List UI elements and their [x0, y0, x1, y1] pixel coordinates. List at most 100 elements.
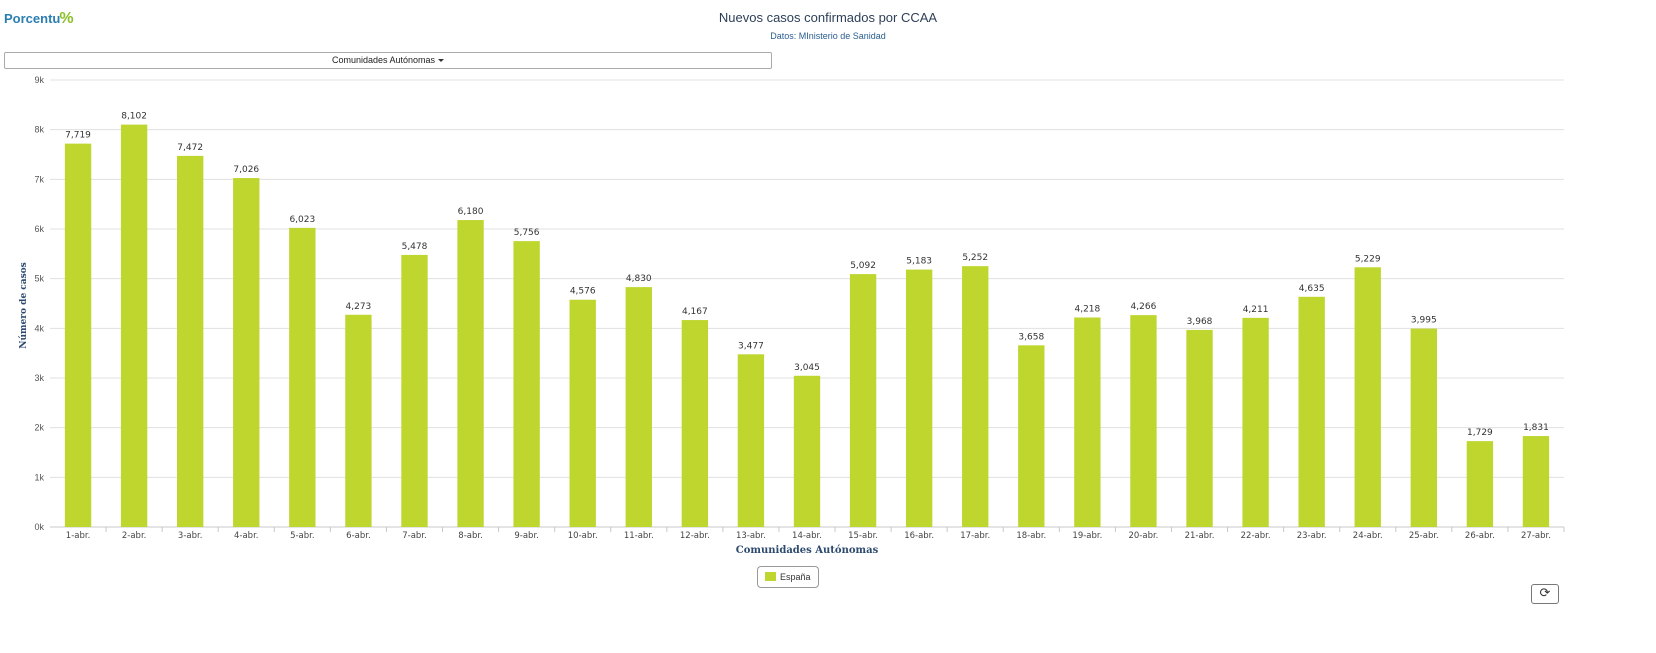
- logo-mark: %: [59, 10, 74, 27]
- x-tick-label: 7-abr.: [402, 531, 427, 541]
- x-tick-label: 15-abr.: [848, 531, 878, 541]
- data-label: 3,477: [738, 341, 764, 351]
- bar: [905, 269, 933, 527]
- logo: Porcentu%: [4, 10, 74, 28]
- data-label: 5,183: [906, 257, 932, 267]
- data-label: 4,167: [682, 307, 708, 317]
- bar: [345, 314, 372, 527]
- x-tick-label: 5-abr.: [290, 531, 315, 541]
- bar: [569, 299, 596, 527]
- y-tick-label: 7k: [34, 174, 44, 184]
- region-dropdown-label: Comunidades Autónomas: [331, 55, 436, 65]
- bar: [1130, 315, 1157, 527]
- x-tick-label: 10-abr.: [568, 531, 598, 541]
- bar: [1522, 436, 1550, 527]
- data-label: 5,252: [962, 253, 988, 263]
- bar: [962, 266, 989, 527]
- y-tick-label: 8k: [34, 125, 44, 135]
- data-label: 5,229: [1355, 254, 1381, 264]
- bar: [401, 254, 428, 527]
- bar: [849, 274, 877, 527]
- y-tick-label: 0k: [34, 522, 44, 532]
- bar: [513, 241, 540, 528]
- x-tick-label: 6-abr.: [346, 531, 371, 541]
- data-label: 5,092: [850, 261, 876, 271]
- region-dropdown[interactable]: Comunidades Autónomas: [4, 52, 772, 69]
- x-tick-label: 13-abr.: [736, 531, 766, 541]
- bar: [64, 143, 92, 528]
- data-label: 4,576: [570, 287, 596, 297]
- bar: [737, 354, 765, 527]
- data-label: 4,266: [1131, 302, 1157, 312]
- x-tick-label: 26-abr.: [1465, 531, 1495, 541]
- data-label: 8,102: [121, 112, 147, 122]
- y-tick-label: 2k: [34, 423, 44, 433]
- data-label: 7,719: [65, 131, 91, 141]
- bar: [1074, 317, 1101, 527]
- data-label: 7,026: [233, 165, 259, 175]
- logo-text: Porcentu: [4, 11, 61, 26]
- bar: [625, 287, 652, 527]
- bar: [120, 124, 148, 527]
- y-tick-label: 9k: [34, 75, 44, 85]
- legend-label: España: [780, 572, 811, 582]
- bar: [1298, 296, 1325, 527]
- x-tick-label: 23-abr.: [1297, 531, 1327, 541]
- refresh-button[interactable]: ⟳: [1531, 584, 1559, 604]
- data-label: 5,478: [402, 242, 428, 252]
- x-tick-label: 16-abr.: [904, 531, 934, 541]
- x-tick-label: 20-abr.: [1128, 531, 1158, 541]
- bar: [793, 375, 821, 527]
- legend-item-espana[interactable]: España: [757, 566, 819, 588]
- x-tick-label: 14-abr.: [792, 531, 822, 541]
- bar: [1186, 329, 1213, 527]
- x-tick-label: 17-abr.: [960, 531, 990, 541]
- x-tick-label: 12-abr.: [680, 531, 710, 541]
- legend-swatch: [765, 572, 776, 581]
- data-label: 3,045: [794, 363, 820, 373]
- data-label: 4,273: [346, 302, 372, 312]
- y-tick-label: 3k: [34, 373, 44, 383]
- x-axis-title: Comunidades Autónomas: [736, 545, 879, 556]
- bar: [1354, 267, 1381, 527]
- x-tick-label: 22-abr.: [1241, 531, 1271, 541]
- x-tick-label: 8-abr.: [458, 531, 483, 541]
- data-label: 4,218: [1074, 305, 1100, 315]
- bar: [233, 178, 260, 528]
- x-tick-label: 3-abr.: [178, 531, 203, 541]
- data-label: 6,023: [289, 215, 315, 225]
- data-label: 4,211: [1243, 305, 1269, 315]
- bar: [289, 227, 316, 527]
- x-tick-label: 4-abr.: [234, 531, 259, 541]
- data-label: 4,830: [626, 274, 652, 284]
- y-tick-label: 6k: [34, 224, 44, 234]
- data-label: 3,995: [1411, 316, 1437, 326]
- y-tick-label: 1k: [34, 472, 44, 482]
- caret-down-icon: [438, 59, 445, 63]
- chart-title: Nuevos casos confirmados por CCAA: [718, 10, 938, 25]
- x-tick-label: 9-abr.: [514, 531, 539, 541]
- data-label: 3,658: [1018, 332, 1044, 342]
- x-tick-label: 24-abr.: [1353, 531, 1383, 541]
- data-label: 3,968: [1187, 317, 1213, 327]
- bar: [1018, 345, 1045, 527]
- bar: [457, 220, 484, 527]
- data-label: 1,831: [1523, 423, 1549, 433]
- bar: [1466, 441, 1494, 527]
- y-axis-title: Número de casos: [18, 262, 29, 349]
- x-tick-label: 2-abr.: [122, 531, 147, 541]
- data-label: 4,635: [1299, 284, 1325, 294]
- x-tick-label: 19-abr.: [1072, 531, 1102, 541]
- x-tick-label: 18-abr.: [1016, 531, 1046, 541]
- x-tick-label: 21-abr.: [1185, 531, 1215, 541]
- x-tick-label: 27-abr.: [1521, 531, 1551, 541]
- y-tick-label: 4k: [34, 323, 44, 333]
- x-tick-label: 25-abr.: [1409, 531, 1439, 541]
- bar: [1242, 317, 1269, 527]
- bar: [681, 320, 709, 527]
- x-tick-label: 11-abr.: [624, 531, 654, 541]
- data-label: 5,756: [514, 228, 540, 238]
- x-tick-label: 1-abr.: [66, 531, 91, 541]
- bar: [177, 155, 204, 527]
